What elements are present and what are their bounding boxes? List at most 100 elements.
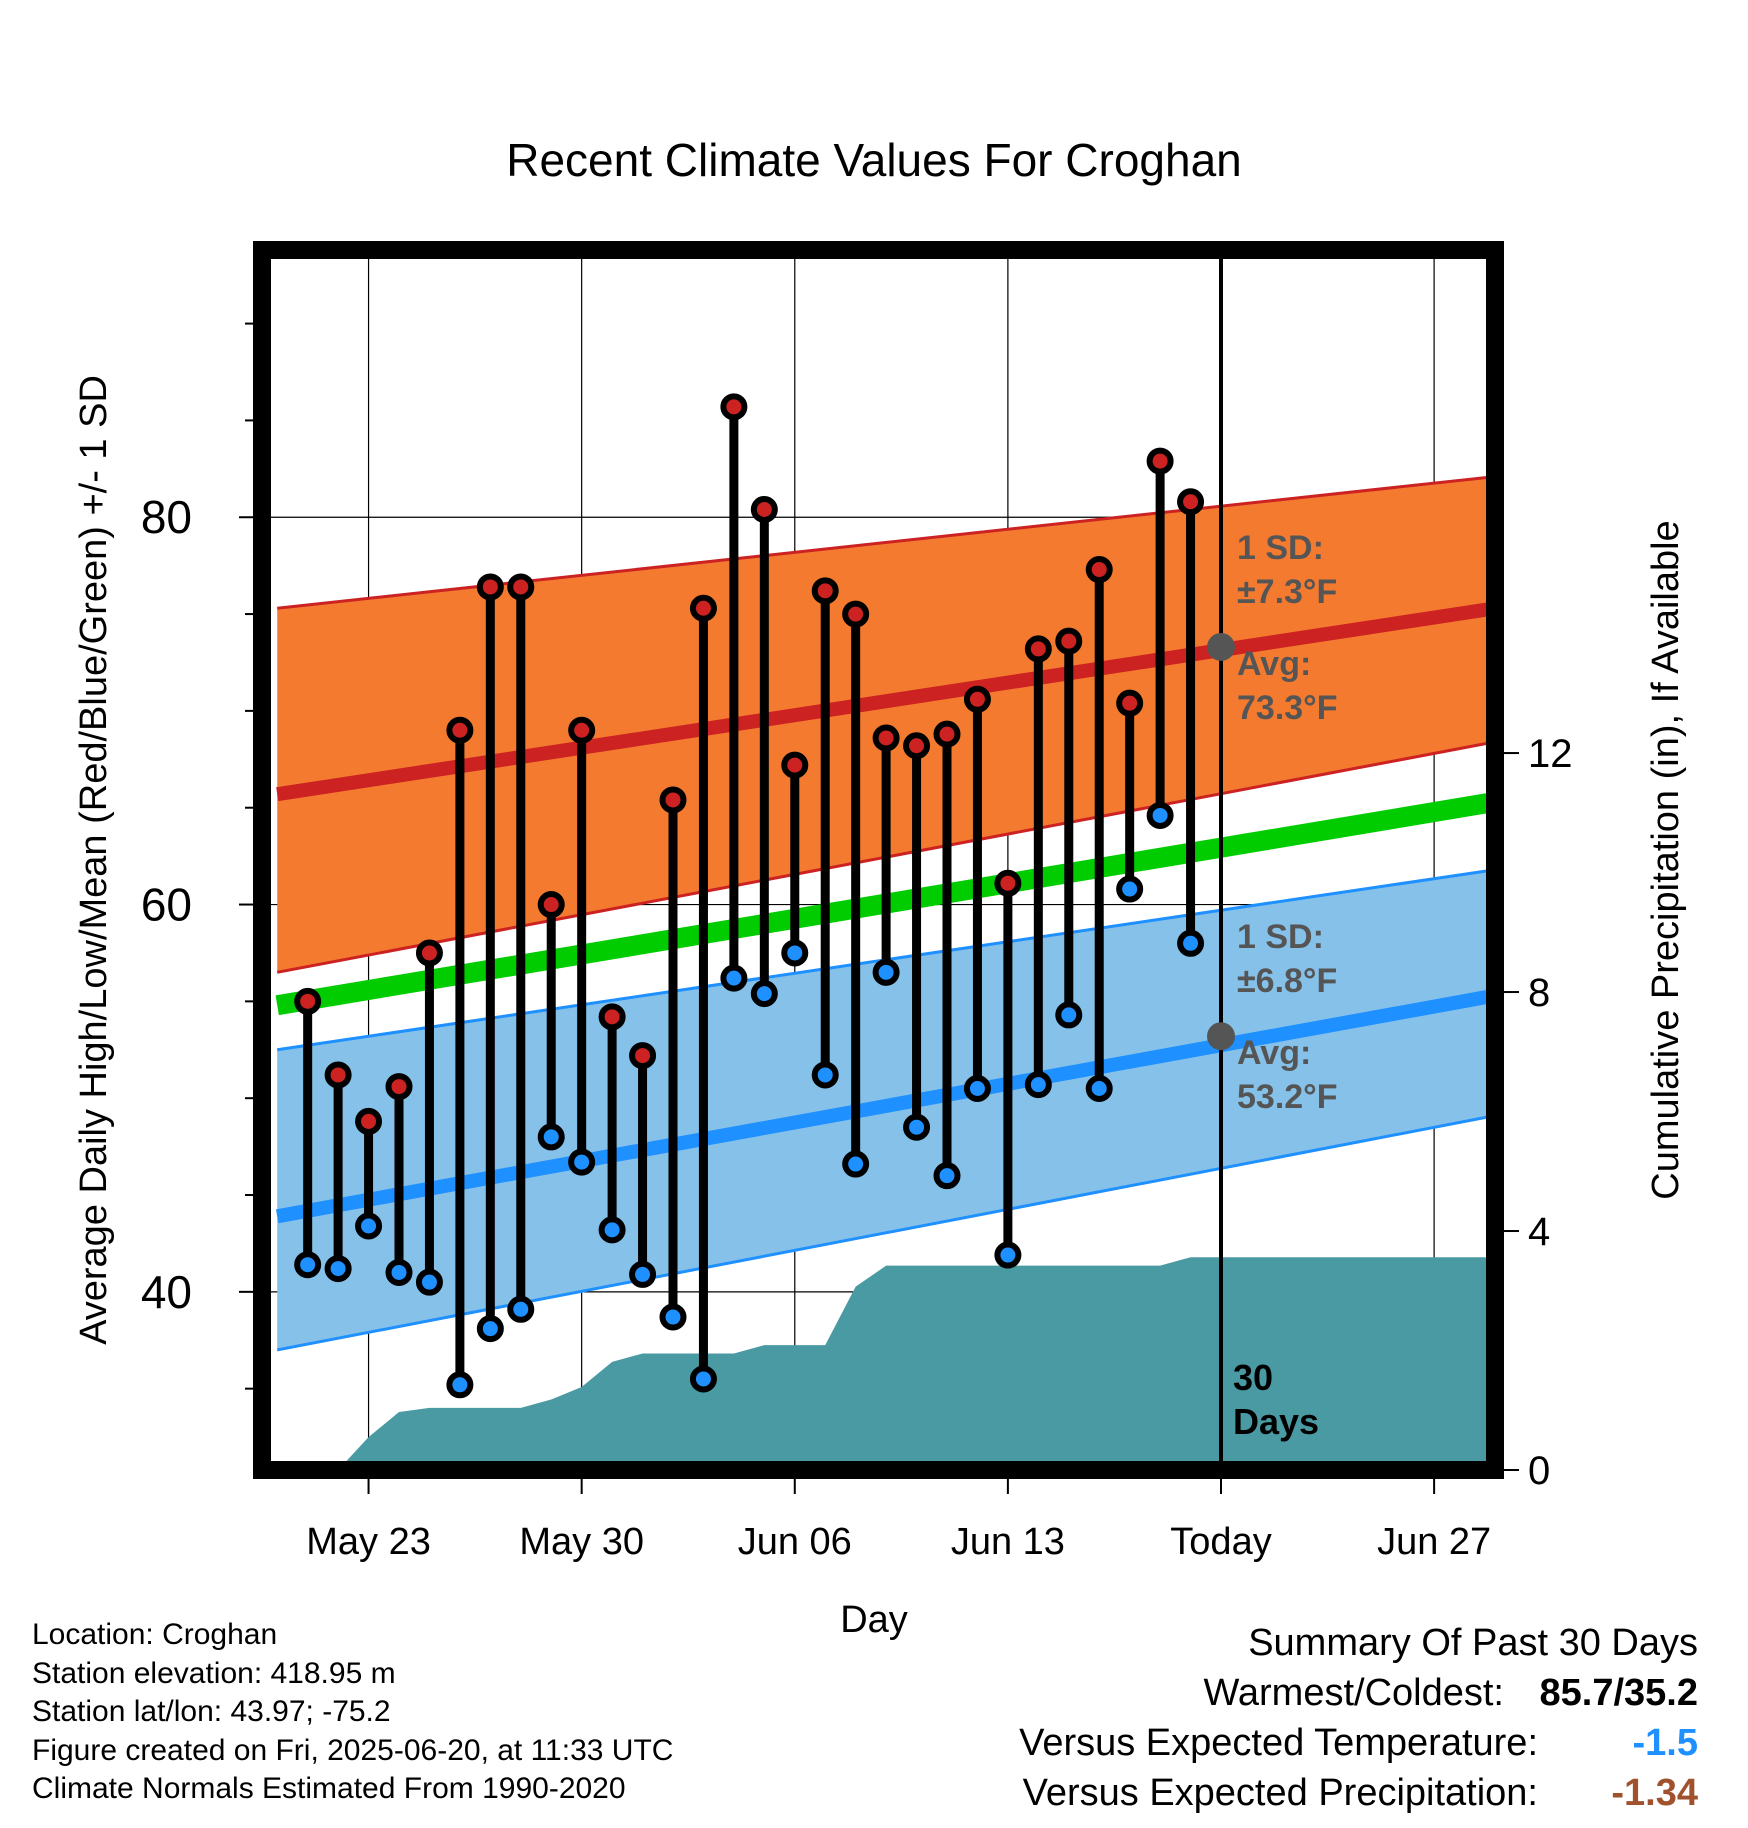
summary-warm-value: 85.7/35.2 [1539,1672,1698,1714]
high-avg-label: Avg: [1237,645,1311,683]
plot-frame [253,241,1504,1479]
low-sd-value: ±6.8°F [1237,962,1337,1000]
daily-low-point [903,1113,931,1141]
plot-area [262,250,1495,1470]
daily-high-point [963,685,991,713]
y-tick-label: 80 [141,491,192,543]
daily-low-point [598,1216,626,1244]
summary-precip-value: -1.34 [1611,1772,1698,1814]
summary-panel: Summary Of Past 30 Days Warmest/Coldest:… [1019,1618,1698,1818]
precip-area [277,1257,1495,1470]
station-info: Location: Croghan Station elevation: 418… [32,1616,673,1809]
low-avg-label: Avg: [1237,1034,1311,1072]
daily-high-point [294,987,322,1015]
x-tick-label: Jun 13 [951,1521,1065,1563]
created-text: Figure created on Fri, 2025-06-20, at 11… [32,1733,674,1767]
latlon-text: Station lat/lon: 43.97; -75.2 [32,1695,391,1728]
daily-low-point [781,939,809,967]
daily-low-point [1085,1075,1113,1103]
daily-high-point [842,600,870,628]
daily-high-point [689,594,717,622]
daily-low-point [385,1258,413,1286]
daily-high-point [385,1073,413,1101]
y2-tick-label: 8 [1528,971,1550,1015]
x-axis-label: Day [840,1599,908,1641]
y-axis-label: Average Daily High/Low/Mean (Red/Blue/Gr… [73,375,115,1345]
daily-high-point [781,751,809,779]
days-count-label: 30 [1233,1357,1273,1398]
y2-tick-label: 0 [1528,1449,1550,1493]
x-tick-label: May 23 [306,1521,431,1563]
daily-high-point [720,393,748,421]
daily-low-point [720,964,748,992]
daily-high-point [811,577,839,605]
summary-temp-value: -1.5 [1632,1722,1698,1764]
daily-high-point [1177,488,1205,516]
summary-precip-row: Versus Expected Precipitation: -1.34 [1019,1768,1698,1818]
x-tick-label: Today [1170,1521,1271,1563]
summary-precip-label: Versus Expected Precipitation: [1022,1772,1538,1814]
low-avg-line [275,988,1495,1224]
summary-title: Summary Of Past 30 Days [1248,1622,1698,1664]
summary-warm-row: Warmest/Coldest: 85.7/35.2 [1019,1668,1698,1718]
daily-low-point [659,1303,687,1331]
daily-low-point [842,1150,870,1178]
high-sd-label: 1 SD: [1237,529,1324,567]
high-sd-value: ±7.3°F [1237,573,1337,611]
summary-warm-label: Warmest/Coldest: [1203,1672,1504,1714]
daily-high-point [994,869,1022,897]
daily-high-point [933,720,961,748]
daily-high-point [324,1061,352,1089]
daily-high-point [415,939,443,967]
daily-stems [303,402,1196,1390]
normals-text: Climate Normals Estimated From 1990-2020 [32,1772,626,1805]
daily-low-point [994,1241,1022,1269]
daily-low-point [507,1295,535,1323]
daily-low-point [294,1251,322,1279]
daily-high-point [537,891,565,919]
daily-high-point [1116,689,1144,717]
y2-tick-label: 4 [1528,1210,1550,1254]
daily-low-point [324,1255,352,1283]
y2-tick-label: 12 [1528,732,1573,776]
today-high-avg-marker [1207,632,1235,661]
today-layer [1207,250,1235,1470]
y-tick-label: 40 [141,1266,192,1318]
daily-high-point [659,786,687,814]
daily-high-point [507,573,535,601]
daily-high-point [1024,635,1052,663]
low-avg-value: 53.2°F [1237,1078,1338,1116]
today-low-avg-marker [1207,1022,1235,1051]
daily-low-point [1177,929,1205,957]
x-tick-label: May 30 [519,1521,644,1563]
x-tick-label: Jun 27 [1377,1521,1491,1563]
y2-axis-label: Cumulative Precipitation (in), If Availa… [1645,520,1687,1199]
daily-low-point [750,980,778,1008]
daily-high-point [568,716,596,744]
high-avg-value: 73.3°F [1237,689,1338,727]
daily-low-point [963,1075,991,1103]
daily-low-point [1116,875,1144,903]
low-sd-label: 1 SD: [1237,918,1324,956]
y-tick-label: 60 [141,879,192,931]
daily-low-point [476,1315,504,1343]
daily-low-point [933,1162,961,1190]
low-sd-lower-line [276,1114,1495,1352]
daily-low-point [355,1212,383,1240]
summary-temp-label: Versus Expected Temperature: [1019,1722,1538,1764]
daily-low-point [1024,1071,1052,1099]
daily-high-point [750,495,778,523]
daily-high-point [629,1042,657,1070]
daily-low-point [415,1268,443,1296]
daily-low-point [446,1371,474,1399]
daily-low-point [537,1123,565,1151]
annotations: 1 SD: ±7.3°F Avg: 73.3°F 1 SD: ±6.8°F Avg: 53.2… [1233,529,1338,1442]
chart-title: Recent Climate Values For Croghan [506,134,1241,186]
x-tick-label: Jun 06 [738,1521,852,1563]
axes: May 23 May 30 Jun 06 Jun 13 Today Jun 2740608… [141,322,1573,1563]
daily-low-point [629,1260,657,1288]
daily-high-point [1146,447,1174,475]
daily-high-point [1085,556,1113,584]
daily-high-point [598,1003,626,1031]
